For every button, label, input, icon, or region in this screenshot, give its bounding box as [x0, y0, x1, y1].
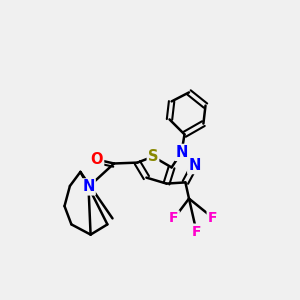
- Text: F: F: [169, 212, 179, 225]
- Text: F: F: [192, 225, 201, 238]
- Text: N: N: [188, 158, 201, 173]
- Text: N: N: [82, 179, 95, 194]
- Text: F: F: [208, 211, 217, 224]
- Text: O: O: [91, 152, 103, 167]
- Text: S: S: [148, 149, 158, 164]
- Text: N: N: [175, 145, 188, 160]
